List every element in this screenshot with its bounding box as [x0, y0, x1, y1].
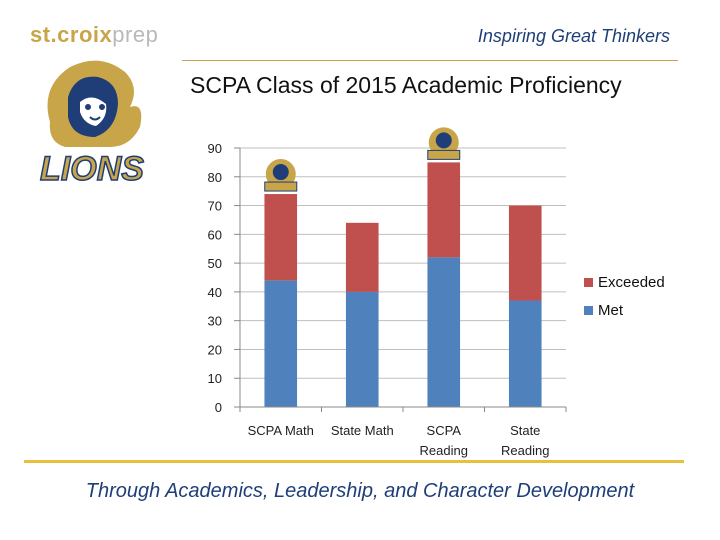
footer-text: Through Academics, Leadership, and Chara…: [85, 480, 635, 502]
axes: [239, 148, 567, 412]
y-tick-label: 50: [208, 256, 222, 271]
tagline: Inspiring Great Thinkers: [477, 26, 670, 46]
bar-met: [427, 257, 461, 407]
y-tick-label: 80: [208, 170, 222, 185]
bar-exceeded: [508, 205, 542, 301]
bar-exceeded: [264, 194, 298, 281]
brand-suffix: prep: [112, 22, 159, 47]
x-tick-label: State: [510, 423, 540, 438]
y-tick-label: 60: [208, 227, 222, 242]
lion-face-icon: [435, 132, 452, 149]
lion-logo-icon: [427, 127, 461, 160]
bar-logos: [264, 127, 461, 192]
legend-swatch: [584, 306, 593, 315]
y-tick-label: 0: [215, 400, 222, 415]
y-tick-label: 90: [208, 141, 222, 156]
x-tick-label: State Math: [331, 423, 394, 438]
y-tick-label: 30: [208, 314, 222, 329]
y-tick-label: 10: [208, 371, 222, 386]
x-tick-label: SCPA Math: [248, 423, 314, 438]
y-tick-labels: 0 10 20 30 40 50 60 70 80 90: [208, 141, 222, 415]
chart-title: SCPA Class of 2015 Academic Proficiency: [190, 72, 622, 98]
legend-swatch: [584, 278, 593, 287]
y-tick-label: 40: [208, 285, 222, 300]
x-tick-label: SCPA: [427, 423, 462, 438]
bar-met: [345, 291, 379, 407]
lion-logo-icon: [264, 159, 298, 192]
x-tick-labels: SCPA Math State Math SCPA Reading State Readi…: [248, 423, 550, 458]
bar-exceeded: [345, 222, 379, 292]
lion-banner-icon: [427, 149, 461, 160]
legend-label: Exceeded: [598, 274, 665, 291]
lion-banner-icon: [264, 181, 298, 192]
x-tick-label: Reading: [420, 443, 468, 458]
lion-crest-icon: LIONS: [39, 60, 145, 189]
y-tick-label: 20: [208, 342, 222, 357]
bars: [264, 162, 542, 407]
brand-logo: st.croixprep: [30, 22, 158, 48]
legend-label: Met: [598, 302, 624, 319]
bar-exceeded: [427, 162, 461, 258]
bar-met: [264, 280, 298, 407]
header-divider: [182, 60, 678, 61]
lion-face-icon: [272, 164, 289, 181]
footer-divider: [24, 460, 684, 463]
brand-main: st.croix: [30, 22, 113, 47]
x-tick-label: Reading: [501, 443, 549, 458]
crest-text: LIONS: [40, 150, 144, 188]
y-tick-label: 70: [208, 199, 222, 214]
legend: Exceeded Met: [584, 274, 665, 319]
bar-met: [508, 300, 542, 407]
